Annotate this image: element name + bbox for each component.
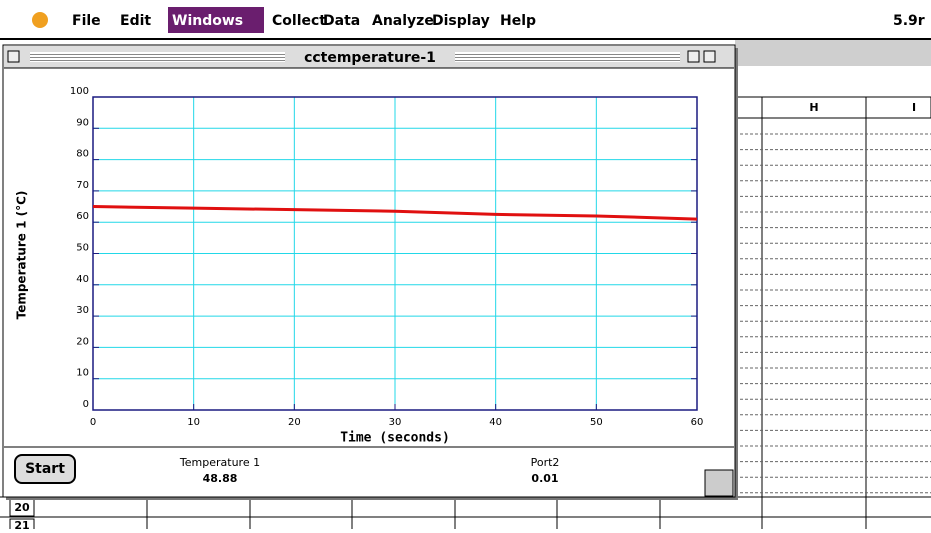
y-tick-label: 0	[83, 399, 89, 410]
menu-item[interactable]: Collect	[272, 13, 326, 29]
collapse-box[interactable]	[704, 51, 715, 62]
menu-item[interactable]: Display	[432, 13, 490, 29]
y-tick-label: 30	[76, 305, 89, 316]
readout-panel	[4, 448, 734, 496]
resize-box[interactable]	[705, 470, 733, 496]
start-label[interactable]: Start	[25, 461, 65, 477]
menu-item[interactable]: Analyze	[372, 13, 434, 29]
x-tick-label: 0	[90, 417, 96, 428]
apple-menu[interactable]	[32, 12, 48, 28]
menu-item[interactable]: Edit	[120, 13, 151, 29]
y-tick-label: 40	[76, 274, 89, 285]
y-axis-label: Temperature 1 (°C)	[15, 191, 29, 320]
y-tick-label: 10	[76, 368, 89, 379]
y-tick-label: 20	[76, 336, 89, 347]
x-tick-label: 30	[389, 417, 402, 428]
x-tick-label: 20	[288, 417, 301, 428]
readout-value: 48.88	[203, 472, 238, 485]
x-tick-label: 60	[691, 417, 704, 428]
zoom-box[interactable]	[688, 51, 699, 62]
x-tick-label: 10	[187, 417, 200, 428]
readout-label: Port2	[531, 456, 560, 469]
menu-item[interactable]: Data	[323, 13, 360, 29]
x-axis-label: Time (seconds)	[340, 431, 450, 446]
version: 5.9r	[893, 13, 925, 29]
menu-item[interactable]: File	[72, 13, 101, 29]
column-header: I	[912, 101, 916, 114]
y-tick-label: 100	[70, 86, 89, 97]
screen: File Edit Windows CollectData AnalyzeDisplay…	[0, 0, 931, 529]
readout-value: 0.01	[531, 472, 558, 485]
menu-item[interactable]: Help	[500, 13, 536, 29]
row-label: 20	[14, 501, 30, 514]
column-header: H	[809, 101, 818, 114]
graph-window	[3, 45, 735, 497]
menu-item[interactable]: Windows	[172, 13, 243, 29]
close-box[interactable]	[8, 51, 19, 62]
y-tick-label: 90	[76, 117, 89, 128]
y-tick-label: 50	[76, 243, 89, 254]
window-title: cctemperature-1	[304, 50, 436, 66]
y-tick-label: 80	[76, 149, 89, 160]
sheet-header	[735, 97, 931, 118]
x-tick-label: 50	[590, 417, 603, 428]
y-tick-label: 60	[76, 211, 89, 222]
sheet-toolbar	[735, 40, 931, 66]
y-tick-label: 70	[76, 180, 89, 191]
sheet-bottom	[0, 497, 931, 529]
readout-label: Temperature 1	[179, 456, 260, 469]
x-tick-label: 40	[489, 417, 502, 428]
row-label: 21	[14, 519, 29, 529]
